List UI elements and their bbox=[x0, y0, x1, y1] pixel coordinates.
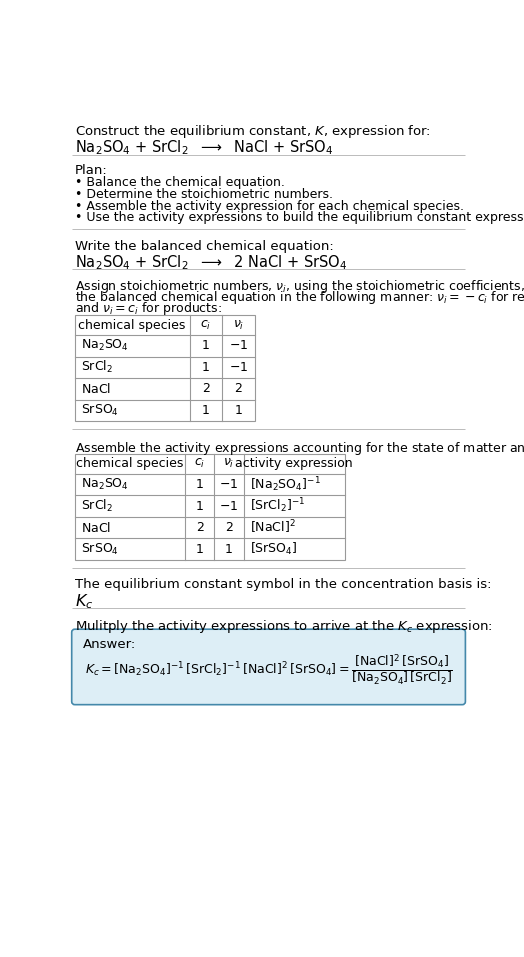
Text: $[\mathrm{SrCl_2}]^{-1}$: $[\mathrm{SrCl_2}]^{-1}$ bbox=[250, 497, 305, 516]
Text: • Use the activity expressions to build the equilibrium constant expression.: • Use the activity expressions to build … bbox=[75, 211, 524, 224]
Bar bbox=[75, 315, 255, 421]
Text: $[\mathrm{SrSO_4}]$: $[\mathrm{SrSO_4}]$ bbox=[250, 541, 298, 557]
Text: $-1$: $-1$ bbox=[228, 361, 248, 374]
Text: Write the balanced chemical equation:: Write the balanced chemical equation: bbox=[75, 239, 334, 253]
Text: 1: 1 bbox=[225, 543, 233, 556]
Text: 1: 1 bbox=[202, 340, 210, 352]
Text: Mulitply the activity expressions to arrive at the $K_c$ expression:: Mulitply the activity expressions to arr… bbox=[75, 618, 493, 635]
Text: and $\nu_i = c_i$ for products:: and $\nu_i = c_i$ for products: bbox=[75, 300, 222, 317]
Text: 2: 2 bbox=[195, 521, 203, 534]
Text: Plan:: Plan: bbox=[75, 164, 107, 177]
Text: $\mathrm{SrSO_4}$: $\mathrm{SrSO_4}$ bbox=[81, 403, 119, 418]
Text: $\mathrm{Na_2SO_4}$ + $\mathrm{SrCl_2}$  $\longrightarrow$  2 $\mathrm{NaCl}$ + : $\mathrm{Na_2SO_4}$ + $\mathrm{SrCl_2}$ … bbox=[75, 254, 347, 272]
Text: 1: 1 bbox=[234, 404, 242, 417]
Text: $\mathrm{NaCl}$: $\mathrm{NaCl}$ bbox=[81, 521, 111, 535]
Text: 1: 1 bbox=[195, 543, 203, 556]
Text: Answer:: Answer: bbox=[83, 638, 136, 652]
Text: $-1$: $-1$ bbox=[228, 340, 248, 352]
Text: 2: 2 bbox=[234, 383, 242, 395]
Bar bbox=[75, 454, 344, 560]
Text: $\mathrm{SrCl_2}$: $\mathrm{SrCl_2}$ bbox=[81, 498, 113, 514]
Text: 1: 1 bbox=[202, 404, 210, 417]
Text: $c_i$: $c_i$ bbox=[200, 319, 211, 331]
Text: 1: 1 bbox=[195, 478, 203, 491]
Text: $\nu_i$: $\nu_i$ bbox=[233, 319, 244, 331]
Text: chemical species: chemical species bbox=[76, 457, 183, 470]
Text: the balanced chemical equation in the following manner: $\nu_i = -c_i$ for react: the balanced chemical equation in the fo… bbox=[75, 289, 524, 306]
Text: $[\mathrm{NaCl}]^2$: $[\mathrm{NaCl}]^2$ bbox=[250, 519, 296, 536]
Text: $\mathrm{Na_2SO_4}$: $\mathrm{Na_2SO_4}$ bbox=[81, 338, 129, 353]
Text: $\mathrm{SrSO_4}$: $\mathrm{SrSO_4}$ bbox=[81, 542, 119, 557]
Text: $\mathrm{SrCl_2}$: $\mathrm{SrCl_2}$ bbox=[81, 359, 113, 375]
FancyBboxPatch shape bbox=[72, 629, 465, 704]
Text: 1: 1 bbox=[202, 361, 210, 374]
Text: Assemble the activity expressions accounting for the state of matter and $\nu_i$: Assemble the activity expressions accoun… bbox=[75, 440, 524, 456]
Text: The equilibrium constant symbol in the concentration basis is:: The equilibrium constant symbol in the c… bbox=[75, 578, 492, 591]
Text: $-1$: $-1$ bbox=[220, 478, 238, 491]
Text: $-1$: $-1$ bbox=[220, 500, 238, 513]
Text: $[\mathrm{Na_2SO_4}]^{-1}$: $[\mathrm{Na_2SO_4}]^{-1}$ bbox=[250, 475, 321, 494]
Text: $\mathrm{Na_2SO_4}$: $\mathrm{Na_2SO_4}$ bbox=[81, 477, 129, 492]
Text: $K_c = [\mathrm{Na_2SO_4}]^{-1}\,[\mathrm{SrCl_2}]^{-1}\,[\mathrm{NaCl}]^2\,[\ma: $K_c = [\mathrm{Na_2SO_4}]^{-1}\,[\mathr… bbox=[84, 652, 453, 686]
Text: $\nu_i$: $\nu_i$ bbox=[223, 457, 235, 470]
Text: Assign stoichiometric numbers, $\nu_i$, using the stoichiometric coefficients, $: Assign stoichiometric numbers, $\nu_i$, … bbox=[75, 278, 524, 295]
Text: • Balance the chemical equation.: • Balance the chemical equation. bbox=[75, 176, 285, 189]
Text: 2: 2 bbox=[225, 521, 233, 534]
Text: 1: 1 bbox=[195, 500, 203, 513]
Text: $\mathrm{NaCl}$: $\mathrm{NaCl}$ bbox=[81, 382, 111, 396]
Text: Construct the equilibrium constant, $K$, expression for:: Construct the equilibrium constant, $K$,… bbox=[75, 122, 431, 140]
Text: $K_c$: $K_c$ bbox=[75, 592, 93, 611]
Text: • Assemble the activity expression for each chemical species.: • Assemble the activity expression for e… bbox=[75, 200, 464, 212]
Text: chemical species: chemical species bbox=[79, 319, 186, 331]
Text: $\mathrm{Na_2SO_4}$ + $\mathrm{SrCl_2}$  $\longrightarrow$  $\mathrm{NaCl}$ + $\: $\mathrm{Na_2SO_4}$ + $\mathrm{SrCl_2}$ … bbox=[75, 138, 333, 157]
Text: $c_i$: $c_i$ bbox=[194, 457, 205, 470]
Text: • Determine the stoichiometric numbers.: • Determine the stoichiometric numbers. bbox=[75, 188, 333, 201]
Text: 2: 2 bbox=[202, 383, 210, 395]
Text: activity expression: activity expression bbox=[235, 457, 353, 470]
